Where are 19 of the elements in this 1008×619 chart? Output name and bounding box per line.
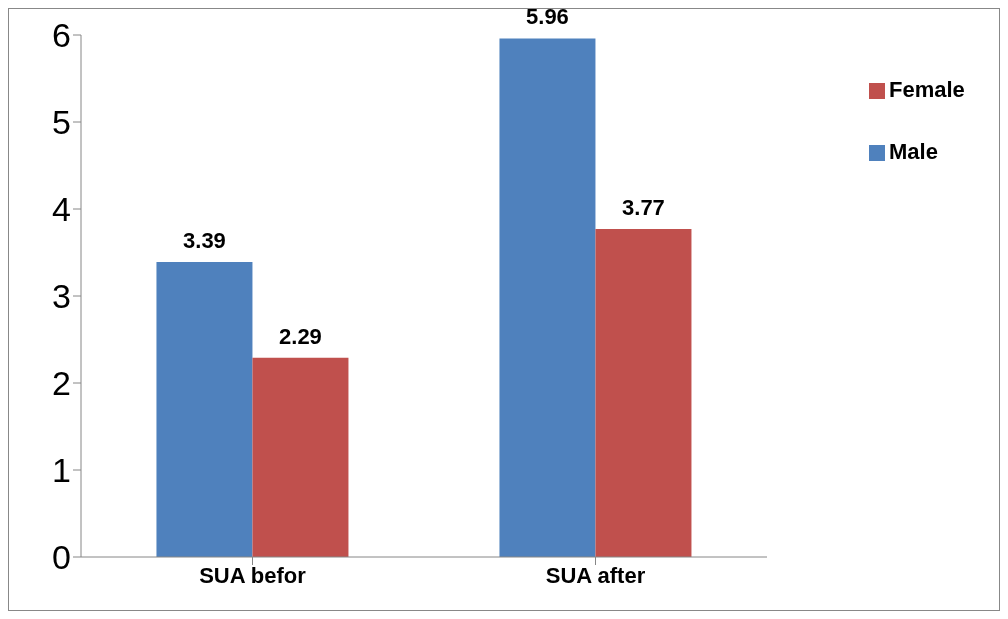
x-tick-label: SUA after — [545, 562, 646, 588]
bar — [595, 229, 692, 557]
bar — [252, 357, 349, 557]
data-label: 5.96 — [526, 4, 569, 30]
y-tick-label: 3 — [52, 277, 71, 316]
y-tick-label: 5 — [52, 103, 71, 142]
legend-label: Male — [889, 139, 938, 164]
y-tick-label: 6 — [52, 16, 71, 55]
y-tick-label: 4 — [52, 190, 71, 229]
y-tick-label: 0 — [52, 538, 71, 577]
y-tick-label: 1 — [52, 451, 71, 490]
data-label: 2.29 — [279, 323, 322, 349]
x-tick-label: SUA befor — [199, 562, 307, 588]
data-label: 3.39 — [183, 228, 226, 254]
legend-label: Female — [889, 77, 965, 102]
data-label: 3.77 — [622, 195, 665, 221]
bar — [156, 262, 253, 557]
y-tick-label: 2 — [52, 364, 71, 403]
bar — [499, 38, 596, 557]
